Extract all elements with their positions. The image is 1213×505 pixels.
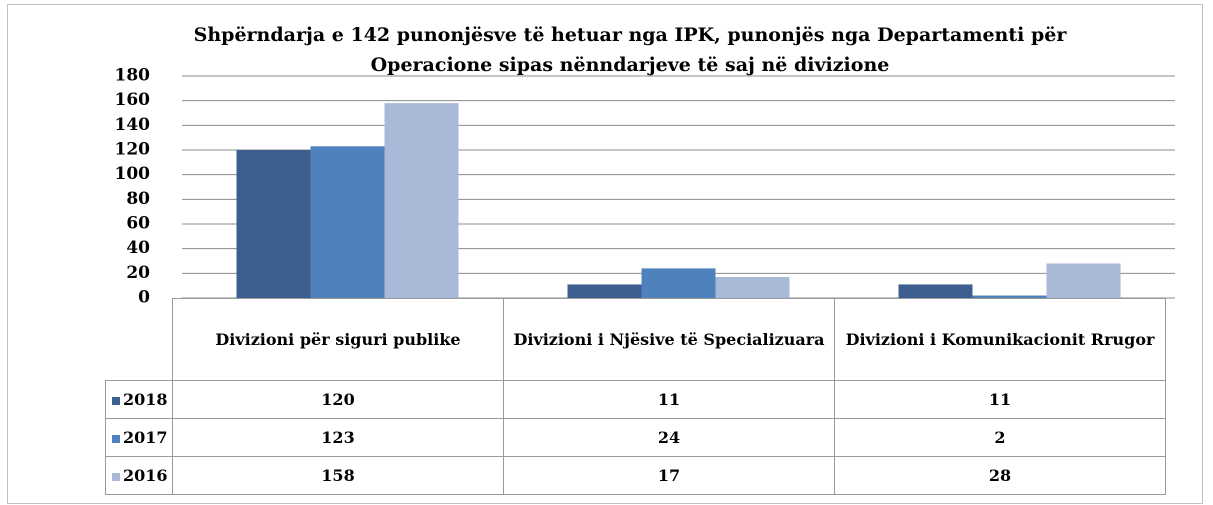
y-tick-label: 0 xyxy=(138,288,150,308)
legend-cell: 2017 xyxy=(105,418,173,457)
legend-swatch xyxy=(112,396,120,405)
y-tick-label: 140 xyxy=(115,115,151,135)
bar xyxy=(567,284,642,298)
bar xyxy=(1046,263,1121,298)
y-tick-label: 40 xyxy=(126,238,150,258)
y-tick-label: 160 xyxy=(115,90,151,110)
series-row: 2016 158 17 28 xyxy=(105,456,1166,495)
legend-cell: 2018 xyxy=(105,380,173,419)
value-cell: 120 xyxy=(172,380,504,419)
y-tick-label: 120 xyxy=(115,140,151,160)
value-cell: 28 xyxy=(834,456,1166,495)
legend-swatch xyxy=(112,434,120,443)
category-label: Divizioni i Komunikacionit Rrugor xyxy=(834,298,1166,381)
value-cell: 123 xyxy=(172,418,504,457)
value-cell: 11 xyxy=(503,380,835,419)
chart-title: Shpërndarja e 142 punonjësve të hetuar n… xyxy=(193,24,1067,76)
bar xyxy=(972,295,1047,298)
legend-cell: 2016 xyxy=(105,456,173,495)
legend-label: 2018 xyxy=(123,390,168,409)
frame xyxy=(7,4,1203,504)
value-cell: 11 xyxy=(834,380,1166,419)
bar xyxy=(641,268,716,298)
y-tick-label: 20 xyxy=(126,263,150,283)
data-table: Divizioni për siguri publike Divizioni i … xyxy=(105,298,1166,495)
bar xyxy=(310,146,385,298)
legend-swatch xyxy=(112,472,120,481)
value-cell: 2 xyxy=(834,418,1166,457)
series-row: 2017 123 24 2 xyxy=(105,418,1166,457)
header-row: Divizioni për siguri publike Divizioni i … xyxy=(106,298,1166,381)
y-tick-label: 60 xyxy=(126,214,150,234)
y-tick-label: 100 xyxy=(115,164,151,184)
y-tick-label: 80 xyxy=(126,189,150,209)
legend-label: 2016 xyxy=(123,466,168,485)
category-label: Divizioni i Njësive të Specializuara xyxy=(503,298,835,381)
bar xyxy=(384,103,459,298)
bar xyxy=(236,150,311,298)
y-tick-label: 180 xyxy=(115,66,151,86)
value-cell: 158 xyxy=(172,456,504,495)
series-row: 2018 120 11 11 xyxy=(105,380,1166,419)
corner-cell xyxy=(106,299,173,381)
category-label: Divizioni për siguri publike xyxy=(172,298,504,381)
value-cell: 24 xyxy=(503,418,835,457)
bar xyxy=(898,284,973,298)
value-cell: 17 xyxy=(503,456,835,495)
legend-label: 2017 xyxy=(123,428,168,447)
bar xyxy=(715,277,790,298)
